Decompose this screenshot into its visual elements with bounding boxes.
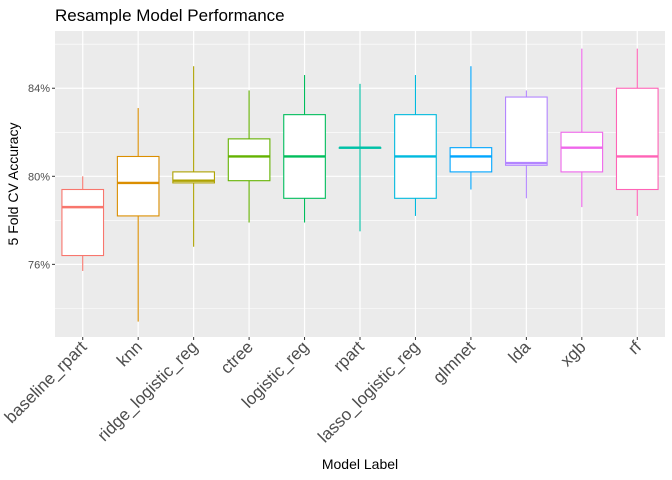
x-tick-label: glmnet: [429, 337, 479, 387]
box-ctree: [227, 90, 271, 223]
box-body: [505, 96, 548, 166]
box-glmnet: [449, 66, 493, 190]
x-tick-label: rpart: [330, 337, 368, 375]
x-tick-label: lda: [505, 337, 535, 367]
box-ridge_logistic_reg: [172, 66, 215, 247]
y-tick-label: 76%: [28, 259, 50, 271]
box-body: [61, 188, 105, 257]
x-tick-label: rf: [624, 337, 645, 358]
y-tick-label: 80%: [28, 171, 50, 183]
x-tick-label: lasso_logistic_reg: [314, 337, 423, 446]
x-tick-label: ridge_logistic_reg: [94, 337, 202, 445]
x-tick-label: knn: [113, 337, 146, 370]
x-tick-label: xgb: [557, 337, 590, 370]
box-body: [227, 138, 271, 182]
box-body: [116, 155, 160, 217]
x-tick-label: ctree: [217, 337, 257, 377]
box-body: [172, 171, 215, 184]
box-body: [615, 87, 659, 191]
boxes: [61, 48, 659, 322]
x-tick-label: baseline_rpart: [1, 337, 91, 427]
box-body: [560, 131, 604, 173]
y-axis: 76% 80% 84%: [28, 83, 55, 271]
box-lda: [505, 90, 548, 199]
y-tick-label: 84%: [28, 83, 50, 95]
x-axis-title: Model Label: [322, 456, 398, 472]
chart-title: Resample Model Performance: [55, 6, 285, 25]
box-rpart: [338, 83, 382, 232]
box-logistic_reg: [283, 75, 326, 223]
box-baseline_rpart: [61, 176, 105, 271]
box-knn: [116, 108, 160, 322]
box-rf: [615, 48, 659, 216]
box-body: [449, 147, 493, 173]
box-lasso_logistic_reg: [394, 75, 437, 216]
y-axis-title: 5 Fold CV Accuracy: [5, 123, 21, 246]
box-xgb: [560, 48, 604, 208]
